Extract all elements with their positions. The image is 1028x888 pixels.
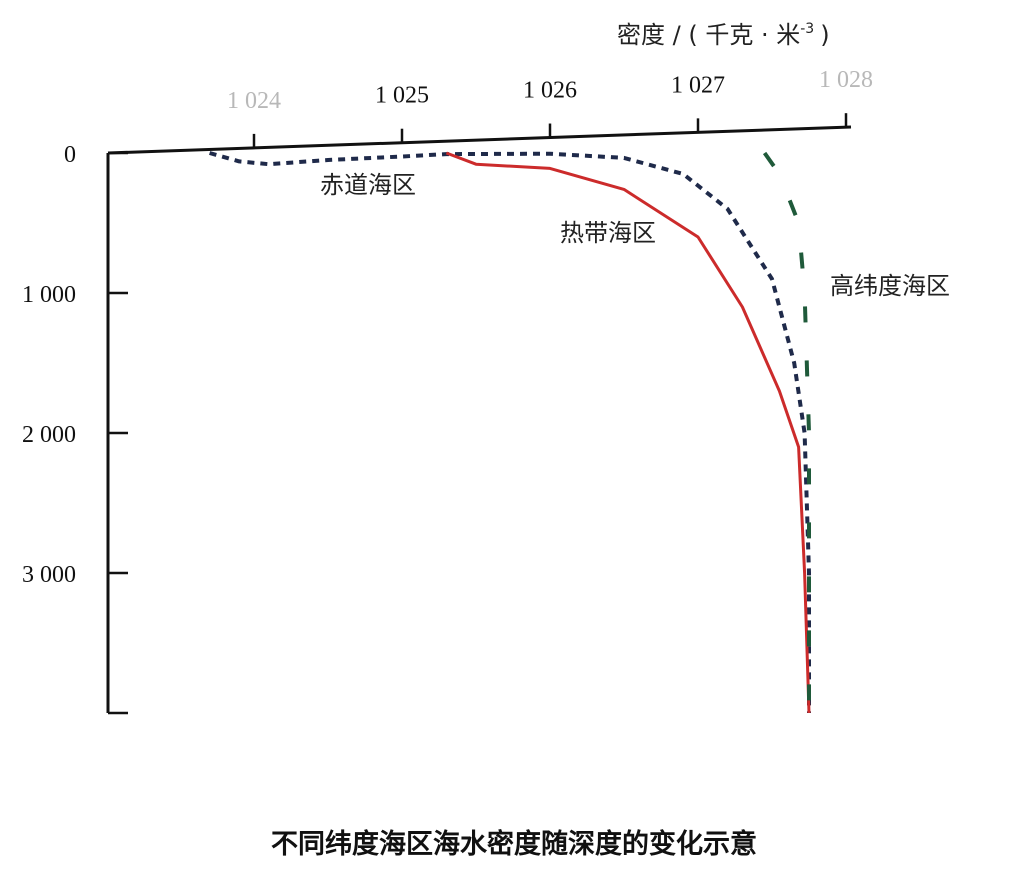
series-line-equator — [209, 151, 811, 713]
series-line-tropical — [445, 151, 811, 714]
figure-caption: 不同纬度海区海水密度随深度的变化示意 — [271, 829, 757, 860]
series-label-equator: 赤道海区 — [320, 171, 416, 199]
axes — [106, 125, 852, 713]
x-axis — [107, 125, 852, 155]
series-label-high-latitude: 高纬度海区 — [830, 272, 950, 300]
y-ticks: 0 1 000 2 000 3 000 — [22, 142, 128, 715]
x-ticks: 1 024 1 025 1 026 1 027 1 028 — [227, 67, 873, 148]
x-tick-label: 1 024 — [227, 88, 281, 114]
x-tick-label: 1 025 — [375, 83, 429, 109]
y-tick-label: 2 000 — [22, 422, 76, 448]
series-line-high-latitude — [762, 151, 811, 713]
series-lines — [209, 151, 811, 714]
y-tick-label: 3 000 — [22, 562, 76, 588]
x-tick-label: 1 027 — [671, 72, 725, 98]
y-tick-label: 0 — [64, 142, 76, 168]
x-axis-title: 密度 / ( 千克 · 米-3) — [617, 21, 830, 49]
series-label-tropical: 热带海区 — [560, 219, 656, 247]
x-tick-label: 1 028 — [819, 67, 873, 93]
y-tick-label: 1 000 — [22, 282, 76, 308]
x-axis-title-exponent: -3 — [800, 21, 814, 37]
x-tick-label: 1 026 — [523, 78, 577, 104]
